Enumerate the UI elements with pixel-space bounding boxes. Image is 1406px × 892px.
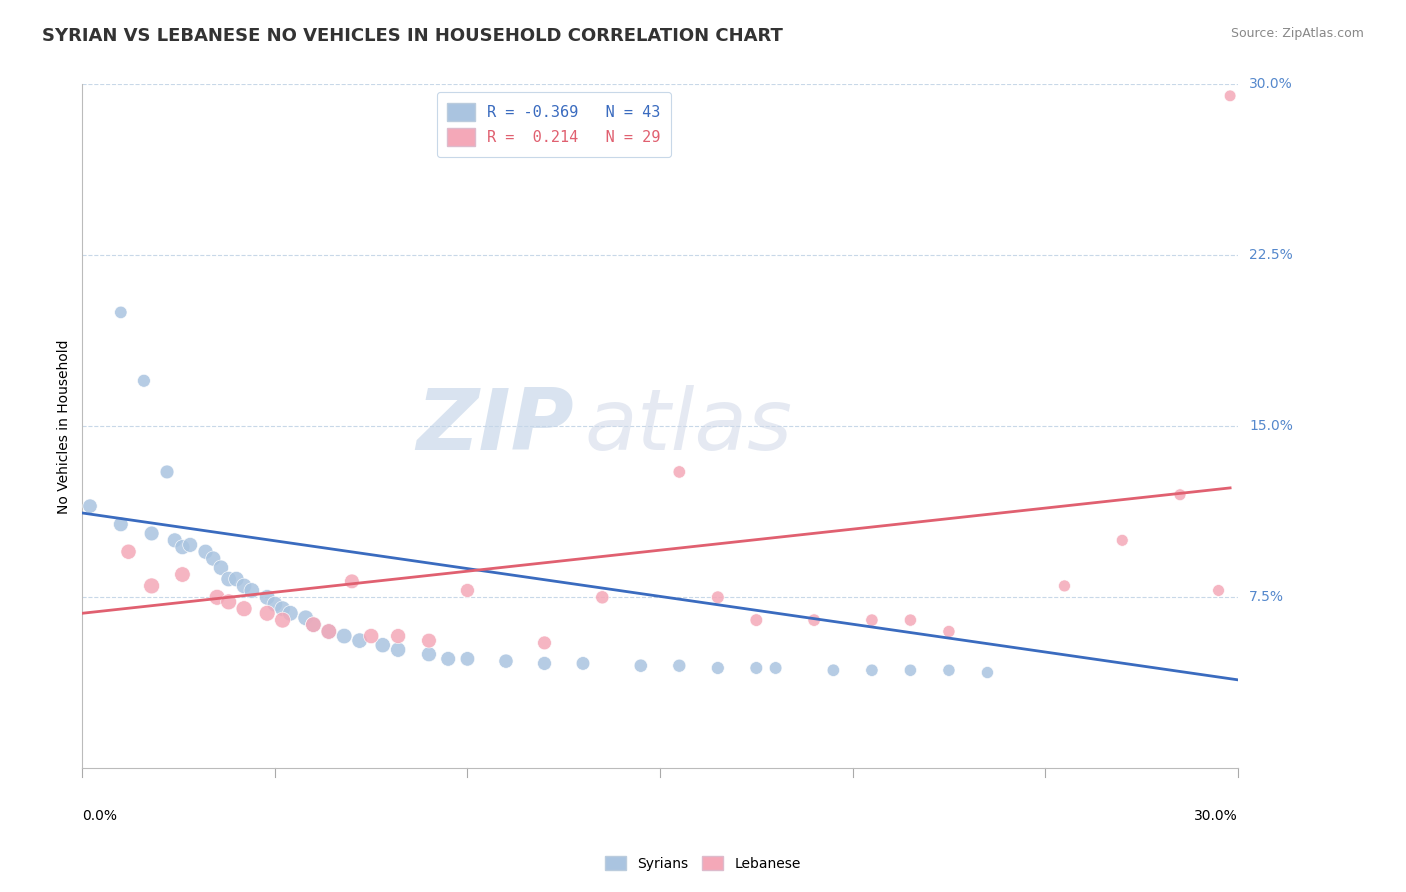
Point <box>1053 579 1076 593</box>
Point <box>745 613 768 627</box>
Point <box>209 560 232 574</box>
Point <box>371 638 394 652</box>
Point <box>668 465 690 479</box>
Point <box>803 613 825 627</box>
Point <box>349 633 371 648</box>
Point <box>172 567 194 582</box>
Point <box>707 591 730 605</box>
Point <box>860 613 883 627</box>
Point <box>418 633 440 648</box>
Point <box>900 613 922 627</box>
Point <box>976 665 998 680</box>
Point <box>387 629 409 643</box>
Point <box>271 613 294 627</box>
Text: ZIP: ZIP <box>416 384 574 468</box>
Point <box>591 591 613 605</box>
Point <box>456 652 478 666</box>
Point <box>225 572 247 586</box>
Point <box>938 663 960 677</box>
Point <box>233 601 256 615</box>
Point <box>294 611 316 625</box>
Point <box>387 642 409 657</box>
Point <box>860 663 883 677</box>
Point <box>1219 88 1241 103</box>
Point <box>264 597 287 611</box>
Text: SYRIAN VS LEBANESE NO VEHICLES IN HOUSEHOLD CORRELATION CHART: SYRIAN VS LEBANESE NO VEHICLES IN HOUSEH… <box>42 27 783 45</box>
Point <box>572 657 595 671</box>
Point <box>630 658 652 673</box>
Point <box>132 374 155 388</box>
Point <box>271 601 294 615</box>
Point <box>218 572 240 586</box>
Point <box>141 579 163 593</box>
Point <box>256 591 278 605</box>
Point <box>278 607 301 621</box>
Point <box>110 305 132 319</box>
Point <box>456 583 478 598</box>
Point <box>110 517 132 532</box>
Point <box>202 551 225 566</box>
Point <box>360 629 382 643</box>
Text: atlas: atlas <box>585 384 793 468</box>
Point <box>163 533 186 548</box>
Point <box>240 583 263 598</box>
Point <box>156 465 179 479</box>
Point <box>707 661 730 675</box>
Text: 0.0%: 0.0% <box>83 809 117 823</box>
Text: 30.0%: 30.0% <box>1194 809 1237 823</box>
Point <box>194 545 217 559</box>
Text: 22.5%: 22.5% <box>1250 248 1294 262</box>
Point <box>1168 488 1191 502</box>
Point <box>418 648 440 662</box>
Point <box>765 661 787 675</box>
Point <box>340 574 363 589</box>
Point <box>823 663 845 677</box>
Text: 30.0%: 30.0% <box>1250 78 1294 92</box>
Point <box>1208 583 1230 598</box>
Point <box>117 545 139 559</box>
Point <box>745 661 768 675</box>
Point <box>302 617 325 632</box>
Text: Source: ZipAtlas.com: Source: ZipAtlas.com <box>1230 27 1364 40</box>
Point <box>900 663 922 677</box>
Point <box>172 540 194 554</box>
Point <box>533 657 555 671</box>
Point <box>218 595 240 609</box>
Legend: R = -0.369   N = 43, R =  0.214   N = 29: R = -0.369 N = 43, R = 0.214 N = 29 <box>437 92 671 157</box>
Legend: Syrians, Lebanese: Syrians, Lebanese <box>600 850 806 876</box>
Text: 7.5%: 7.5% <box>1250 591 1284 604</box>
Point <box>302 617 325 632</box>
Point <box>495 654 517 668</box>
Y-axis label: No Vehicles in Household: No Vehicles in Household <box>58 339 72 514</box>
Point <box>233 579 256 593</box>
Point <box>256 607 278 621</box>
Point <box>318 624 340 639</box>
Point <box>1111 533 1133 548</box>
Point <box>668 658 690 673</box>
Point <box>318 624 340 639</box>
Point <box>141 526 163 541</box>
Point <box>533 636 555 650</box>
Point <box>179 538 201 552</box>
Point <box>938 624 960 639</box>
Point <box>333 629 356 643</box>
Point <box>437 652 460 666</box>
Point <box>205 591 228 605</box>
Text: 15.0%: 15.0% <box>1250 419 1294 434</box>
Point <box>79 499 101 513</box>
